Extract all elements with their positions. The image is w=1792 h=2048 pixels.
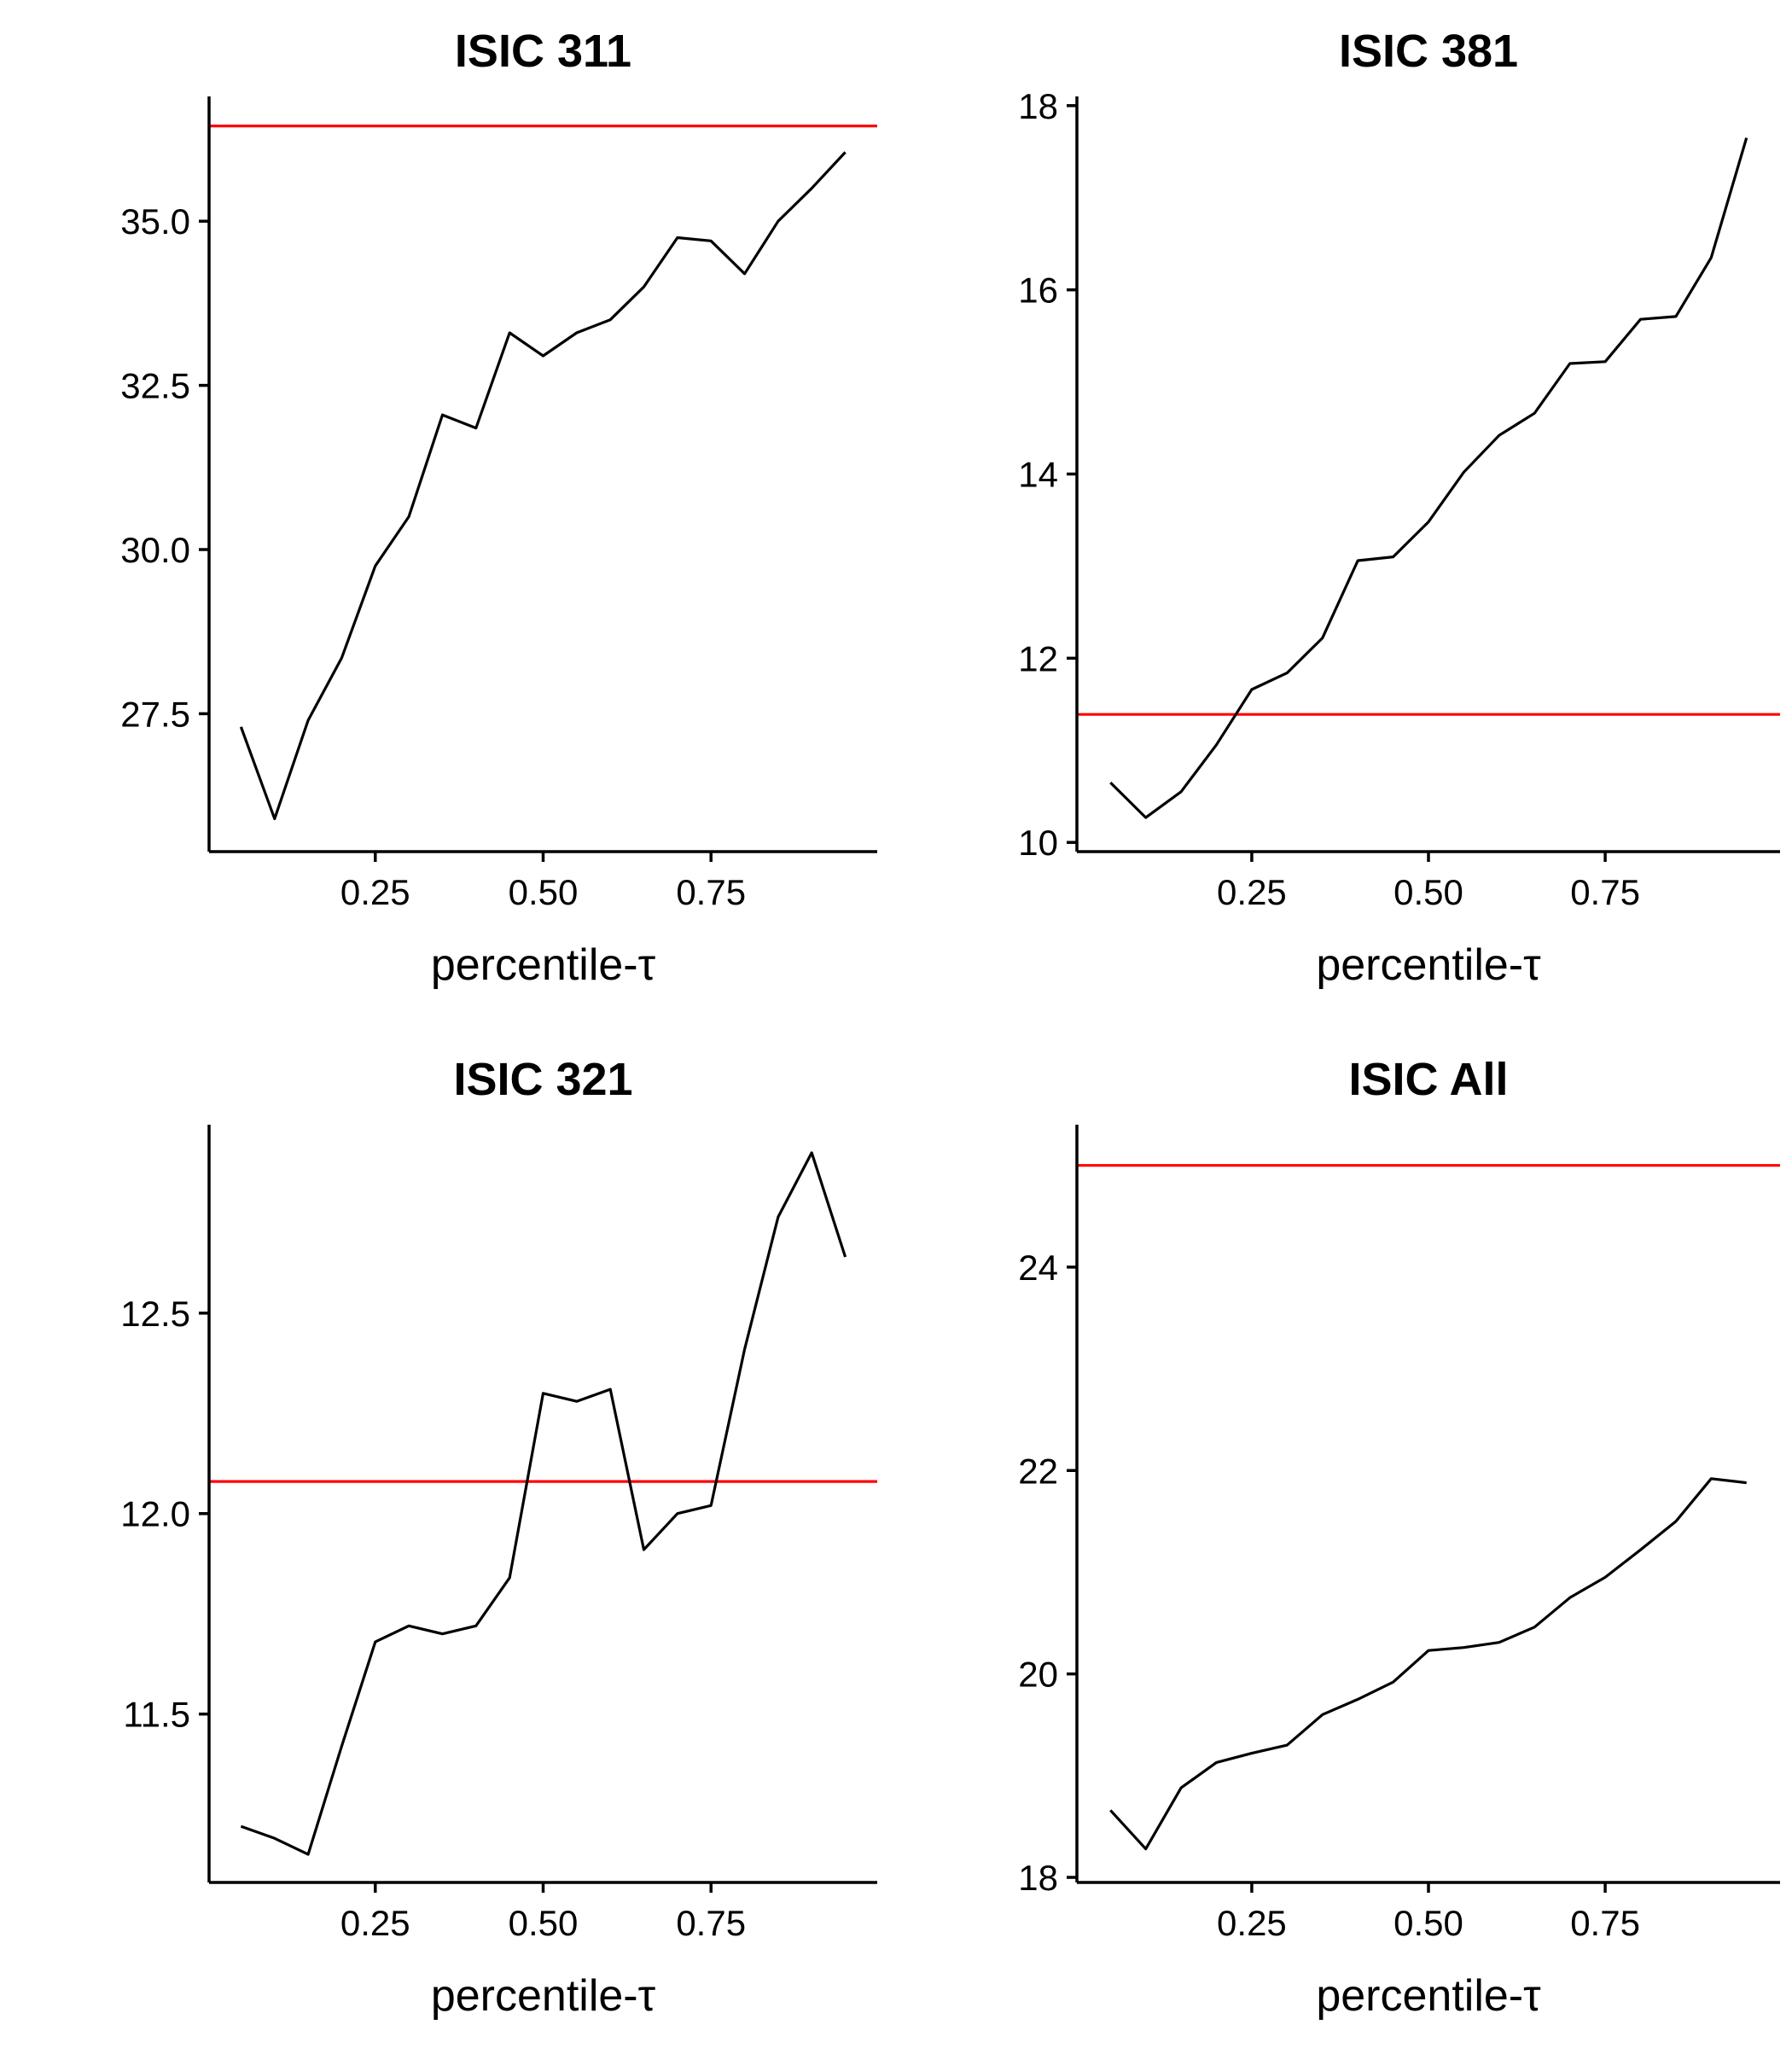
chart-panel-2: ISIC 381 10 12 14 16 18 0.25 0.50 0.75 percentile… — [1018, 26, 1780, 990]
y-tick-label: 18 — [1018, 86, 1058, 126]
x-tick-label: 0.25 — [340, 1903, 410, 1943]
y-tick-label: 22 — [1018, 1451, 1058, 1491]
x-tick-label: 0.75 — [1570, 872, 1640, 912]
y-tick-label: 16 — [1018, 271, 1058, 311]
series-line — [239, 151, 847, 821]
x-tick-label: 0.75 — [676, 1903, 746, 1943]
y-tick-label: 12.5 — [120, 1294, 190, 1334]
y-tick-label: 11.5 — [123, 1695, 190, 1735]
x-axis-label: percentile-τ — [431, 1971, 656, 2021]
y-tick-label: 14 — [1018, 455, 1058, 495]
y-tick-label: 24 — [1018, 1248, 1058, 1288]
chart-panel-1: ISIC 311 27.5 30.0 32.5 35.0 0.25 0.50 0.75 perc… — [120, 26, 877, 990]
x-tick-label: 0.25 — [1217, 872, 1287, 912]
panel-title: ISIC 321 — [453, 1054, 632, 1105]
panel-title: ISIC 311 — [455, 26, 631, 77]
y-tick-label: 32.5 — [120, 366, 190, 406]
x-tick-label: 0.75 — [1570, 1903, 1640, 1943]
y-tick-label: 12.0 — [120, 1494, 190, 1534]
x-tick-label: 0.50 — [1393, 1903, 1463, 1943]
x-axis-label: percentile-τ — [1316, 940, 1541, 990]
x-axis-label: percentile-τ — [431, 940, 656, 990]
x-tick-label: 0.50 — [509, 1903, 579, 1943]
y-tick-label: 30.0 — [120, 530, 190, 570]
series-line — [240, 1151, 847, 1856]
y-tick-label: 35.0 — [120, 201, 190, 241]
series-line — [1109, 1477, 1747, 1851]
y-tick-label: 27.5 — [120, 694, 190, 734]
y-tick-label: 18 — [1018, 1858, 1058, 1898]
y-tick-label: 12 — [1018, 638, 1058, 678]
x-tick-label: 0.50 — [509, 872, 579, 912]
chart-panel-3: ISIC 321 11.5 12.0 12.5 0.25 0.50 0.75 percenti… — [120, 1054, 877, 2021]
x-tick-label: 0.25 — [1217, 1903, 1287, 1943]
x-tick-label: 0.50 — [1393, 872, 1463, 912]
x-axis-label: percentile-τ — [1316, 1971, 1541, 2021]
y-tick-label: 20 — [1018, 1655, 1058, 1695]
chart-panel-4: ISIC All 18 20 22 24 0.25 0.50 0.75 percentile-τ — [1018, 1054, 1780, 2021]
x-tick-label: 0.75 — [676, 872, 746, 912]
x-tick-label: 0.25 — [340, 872, 410, 912]
panel-title: ISIC 381 — [1339, 26, 1518, 77]
series-line — [1109, 137, 1748, 819]
panel-title: ISIC All — [1348, 1054, 1508, 1105]
y-tick-label: 10 — [1018, 823, 1058, 863]
